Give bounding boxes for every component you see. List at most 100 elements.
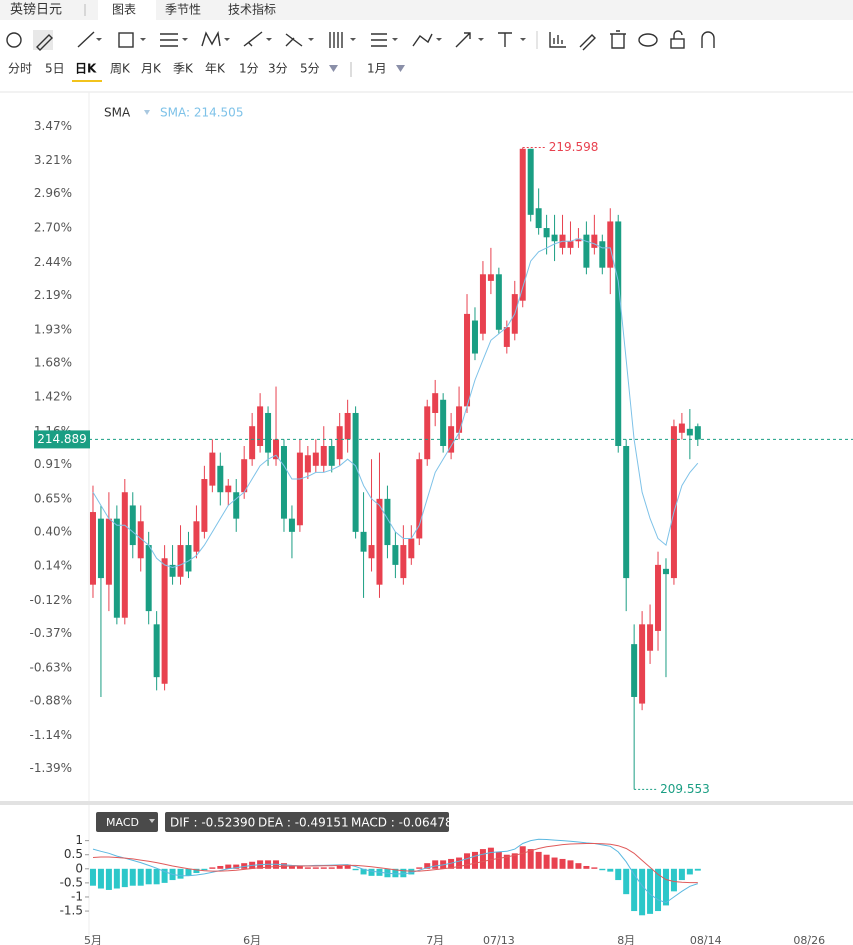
tool-icon[interactable] [455, 32, 471, 48]
indicator-value: SMA: 214.505 [160, 106, 243, 120]
range-select[interactable]: 1月 [367, 62, 387, 76]
macd-bar [535, 851, 542, 869]
y-tick-label: -0.12% [30, 593, 72, 607]
macd-title: MACD [106, 816, 139, 829]
tool-icon[interactable] [36, 34, 53, 51]
timeframe[interactable]: 周K [110, 62, 131, 76]
y-tick-label: 2.70% [34, 221, 72, 235]
tool-icon[interactable] [285, 33, 303, 47]
tool-icon[interactable] [201, 30, 221, 47]
tool-icon[interactable] [498, 32, 512, 47]
candle-body [408, 538, 415, 559]
candle-body [615, 221, 622, 446]
timeframe[interactable]: 季K [173, 62, 194, 76]
candle-body [185, 545, 192, 572]
macd-bar [479, 849, 486, 869]
candle-body [519, 148, 526, 301]
min-label: 209.553 [660, 782, 710, 796]
macd-bar [201, 868, 208, 871]
macd-bar [296, 865, 303, 869]
macd-bar [145, 868, 152, 885]
macd-bar [448, 858, 455, 869]
candle-body [686, 428, 693, 436]
x-tick-label: 7月 [426, 934, 444, 945]
candle-body [432, 393, 439, 413]
macd-bar [408, 868, 415, 875]
y-tick-label: 0.40% [34, 524, 72, 538]
tool-icon[interactable] [412, 33, 433, 47]
macd-bar [352, 868, 359, 871]
macd-bar [503, 854, 510, 869]
macd-bar [623, 868, 630, 895]
candle-body [217, 465, 224, 493]
tab[interactable]: 图表 [112, 3, 136, 17]
candle-body [89, 512, 96, 585]
timeframe[interactable]: 5日 [45, 62, 65, 76]
timeframe[interactable]: 分时 [8, 62, 32, 76]
y-tick-label: 0.14% [34, 559, 72, 573]
candle-body [392, 545, 399, 565]
tab[interactable]: 季节性 [165, 3, 201, 17]
candle-body [655, 564, 662, 631]
macd-bar [647, 868, 654, 914]
macd-bar [217, 865, 224, 869]
candle-body [113, 518, 120, 618]
macd-bar [336, 865, 343, 869]
macd-bar [471, 851, 478, 869]
symbol-name: 英镑日元 [10, 2, 62, 18]
candle-body [97, 518, 104, 579]
macd-bar [328, 867, 335, 869]
tool-icon[interactable] [701, 31, 715, 48]
macd-plot: 10.50-0.5-1-1.5 [60, 833, 701, 918]
tool-icon[interactable] [638, 33, 658, 47]
timeframe[interactable]: 日K [75, 62, 97, 76]
macd-bar [511, 853, 518, 869]
tool-icon[interactable] [118, 32, 134, 48]
macd-bar [519, 846, 526, 869]
candle-body [201, 479, 208, 532]
candle-body [145, 545, 152, 612]
candle-body [670, 426, 677, 579]
macd-bar [344, 864, 351, 869]
y-tick-label: -0.5 [60, 875, 83, 889]
tool-icon[interactable] [6, 32, 22, 48]
timeframe[interactable]: 5分 [300, 62, 320, 76]
macd-bar [137, 868, 144, 886]
tool-icon[interactable] [371, 33, 387, 47]
macd-bar [320, 867, 327, 869]
tool-icon[interactable] [549, 32, 566, 48]
y-tick-label: 0.5 [64, 847, 83, 861]
macd-bar [368, 868, 375, 876]
tool-icon[interactable] [243, 31, 263, 47]
y-tick-label: 0 [75, 861, 83, 875]
candle-body [360, 531, 367, 552]
candle-body [487, 274, 494, 281]
candle-body [296, 452, 303, 526]
timeframe[interactable]: 1分 [239, 62, 259, 76]
candle-body [647, 624, 654, 651]
y-tick-label: -0.37% [30, 626, 72, 640]
tool-icon[interactable] [579, 34, 596, 51]
tool-icon[interactable] [670, 38, 685, 49]
candle-body [583, 234, 590, 268]
y-tick-label: 3.47% [34, 119, 72, 133]
macd-bar [591, 867, 598, 869]
candle-body [304, 455, 311, 473]
tool-icon[interactable] [160, 33, 178, 47]
candle-body [575, 238, 582, 242]
macd-bar [97, 868, 104, 889]
x-tick-label: 5月 [84, 934, 102, 945]
y-tick-label: 1 [75, 833, 83, 847]
macd-dropdown[interactable] [96, 812, 158, 832]
tool-icon[interactable] [610, 30, 626, 49]
tool-icon[interactable] [329, 32, 343, 48]
tab[interactable]: 技术指标 [228, 2, 276, 17]
candle-body [193, 521, 200, 552]
timeframe[interactable]: 年K [205, 62, 226, 76]
timeframe[interactable]: 月K [141, 62, 162, 76]
tool-icon[interactable] [77, 31, 95, 48]
tool-icon [673, 30, 683, 39]
macd-bar [304, 867, 311, 869]
timeframe[interactable]: 3分 [268, 62, 288, 76]
macd-bar [575, 863, 582, 869]
